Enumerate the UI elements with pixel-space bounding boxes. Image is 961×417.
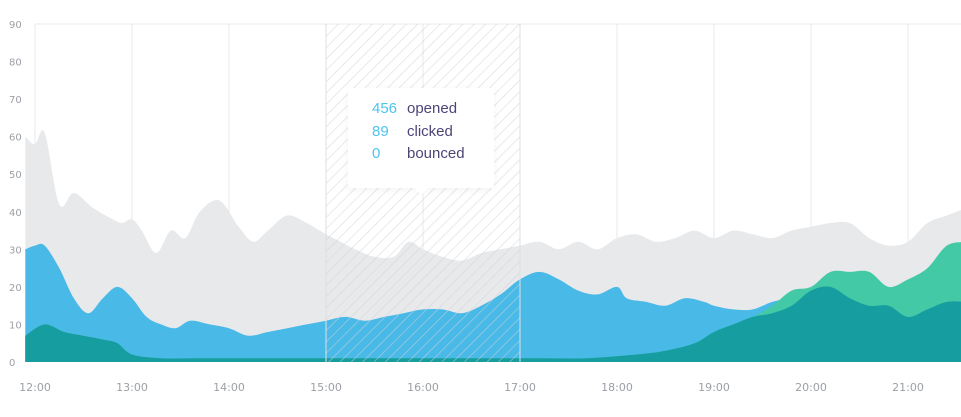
series-area-1 bbox=[25, 130, 961, 362]
x-tick-label: 20:00 bbox=[795, 381, 827, 394]
tooltip-row-opened: 456 opened bbox=[372, 98, 494, 121]
tooltip-row-bounced: 0 bounced bbox=[372, 143, 494, 166]
y-tick-label: 90 bbox=[9, 20, 22, 31]
y-tick-label: 60 bbox=[9, 133, 22, 144]
x-tick-label: 12:00 bbox=[19, 381, 51, 394]
y-tick-label: 30 bbox=[9, 245, 22, 256]
tooltip-bounced-label: bounced bbox=[407, 145, 465, 162]
tooltip-clicked-value: 89 bbox=[372, 122, 389, 140]
series-area-4 bbox=[25, 286, 961, 362]
y-tick-label: 80 bbox=[9, 58, 22, 69]
tooltip-opened-value: 456 bbox=[372, 100, 398, 117]
x-tick-label: 21:00 bbox=[892, 381, 924, 394]
y-tick-label: 10 bbox=[9, 320, 22, 331]
x-tick-label: 17:00 bbox=[504, 381, 536, 394]
y-tick-label: 20 bbox=[9, 283, 22, 294]
x-tick-label: 14:00 bbox=[213, 381, 245, 394]
tooltip-bounced-value: 0 bbox=[372, 145, 381, 162]
y-tick-label: 0 bbox=[9, 358, 15, 369]
x-axis: 12:00 13:00 14:00 15:00 16:00 17:00 18:00 19:00… bbox=[19, 381, 924, 394]
y-tick-label: 50 bbox=[9, 170, 22, 181]
tooltip-row-clicked: 89 clicked bbox=[372, 121, 494, 144]
y-tick-label: 70 bbox=[9, 95, 22, 106]
x-tick-label: 13:00 bbox=[116, 381, 148, 394]
x-tick-label: 16:00 bbox=[407, 381, 439, 394]
tooltip-opened-label: opened bbox=[407, 100, 458, 117]
y-axis: 0 10 20 30 40 50 60 70 80 90 bbox=[9, 20, 22, 369]
chart-tooltip: 456 opened 89 clicked 0 bounced bbox=[348, 88, 494, 195]
x-tick-label: 19:00 bbox=[698, 381, 730, 394]
y-tick-label: 40 bbox=[9, 208, 22, 219]
tooltip-clicked-label: clicked bbox=[407, 122, 453, 140]
x-tick-label: 18:00 bbox=[601, 381, 633, 394]
x-tick-label: 15:00 bbox=[310, 381, 342, 394]
